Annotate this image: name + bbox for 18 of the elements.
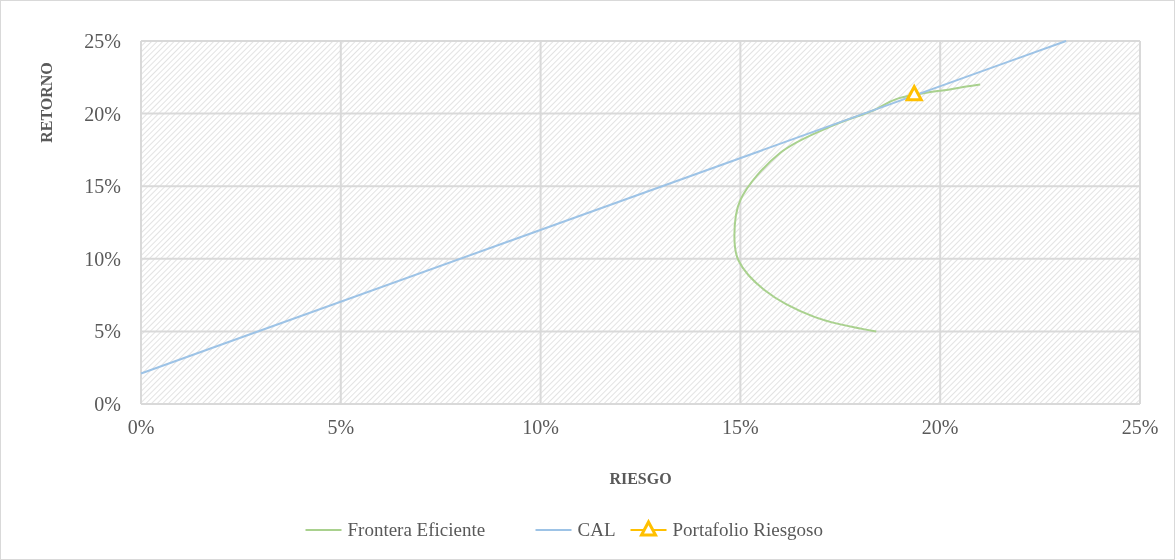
- y-tick-label: 5%: [94, 320, 121, 343]
- y-tick-label: 25%: [84, 30, 121, 52]
- legend-label: CAL: [577, 519, 616, 540]
- x-tick-label: 20%: [921, 416, 959, 438]
- x-tick-label: 15%: [722, 416, 759, 438]
- x-tick-label: 10%: [522, 416, 559, 438]
- y-tick-label: 15%: [84, 175, 121, 198]
- legend-label: Portafolio Riesgoso: [672, 519, 823, 540]
- x-tick-label: 0%: [127, 416, 155, 438]
- y-tick-label: 10%: [84, 247, 121, 270]
- y-tick-label: 0%: [94, 393, 121, 415]
- x-tick-label: 5%: [327, 416, 355, 438]
- y-axis-title: RETORNO: [38, 62, 55, 143]
- line-series: [733, 83, 982, 333]
- x-axis-title: RIESGO: [609, 470, 672, 487]
- legend-label: Frontera Eficiente: [347, 519, 486, 540]
- x-tick-label: 25%: [1121, 416, 1159, 438]
- y-tick-label: 20%: [84, 102, 121, 125]
